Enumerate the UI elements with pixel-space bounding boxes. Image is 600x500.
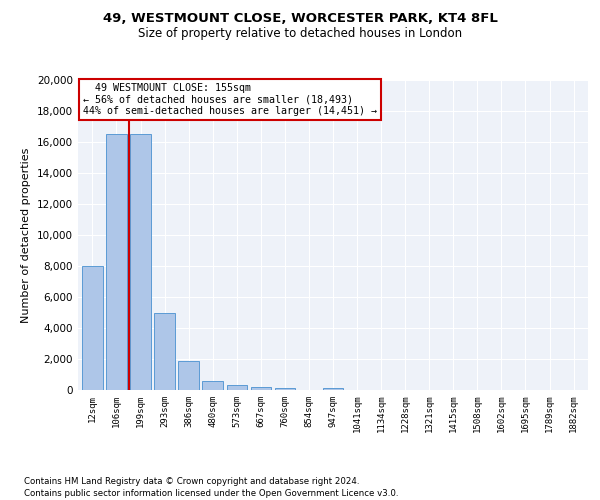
Text: Contains HM Land Registry data © Crown copyright and database right 2024.: Contains HM Land Registry data © Crown c… bbox=[24, 478, 359, 486]
Y-axis label: Number of detached properties: Number of detached properties bbox=[22, 148, 31, 322]
Bar bbox=[251, 387, 271, 390]
Bar bbox=[227, 386, 247, 390]
Bar bbox=[178, 360, 199, 390]
Text: 49 WESTMOUNT CLOSE: 155sqm
← 56% of detached houses are smaller (18,493)
44% of : 49 WESTMOUNT CLOSE: 155sqm ← 56% of deta… bbox=[83, 83, 377, 116]
Bar bbox=[106, 134, 127, 390]
Text: Size of property relative to detached houses in London: Size of property relative to detached ho… bbox=[138, 28, 462, 40]
Bar bbox=[130, 134, 151, 390]
Bar bbox=[275, 388, 295, 390]
Bar bbox=[323, 388, 343, 390]
Bar bbox=[154, 312, 175, 390]
Bar bbox=[202, 380, 223, 390]
Text: 49, WESTMOUNT CLOSE, WORCESTER PARK, KT4 8FL: 49, WESTMOUNT CLOSE, WORCESTER PARK, KT4… bbox=[103, 12, 497, 26]
Bar bbox=[82, 266, 103, 390]
Text: Contains public sector information licensed under the Open Government Licence v3: Contains public sector information licen… bbox=[24, 489, 398, 498]
